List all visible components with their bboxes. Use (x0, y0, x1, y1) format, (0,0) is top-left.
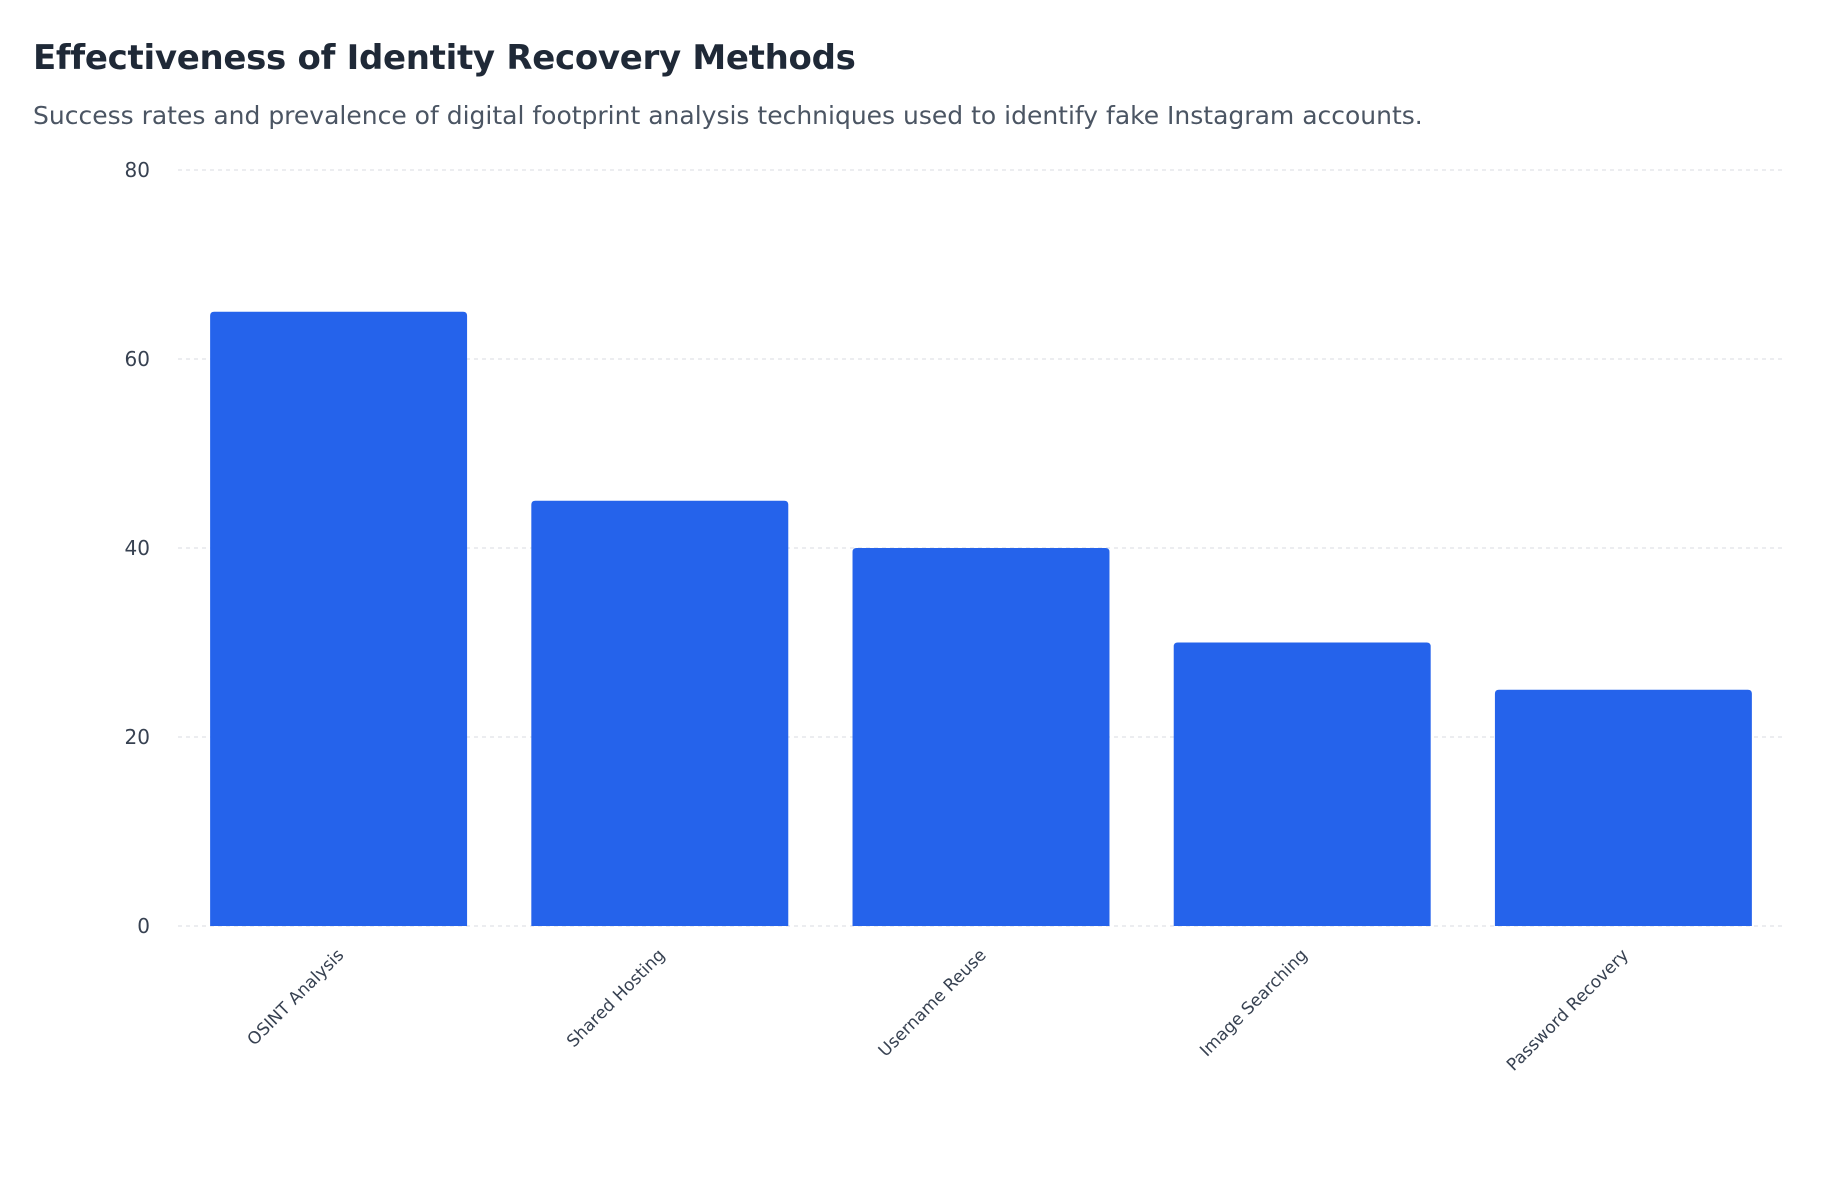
bar[interactable] (210, 311, 468, 926)
y-axis: 0 20 40 60 80 (125, 158, 150, 938)
y-tick-label: 20 (125, 725, 150, 749)
bar[interactable] (531, 500, 789, 926)
x-tick-label: Password Recovery (1503, 945, 1633, 1075)
x-tick-label: Image Searching (1196, 945, 1312, 1061)
x-axis: OSINT Analysis Shared Hosting Username Reu… (244, 945, 1633, 1075)
y-tick-label: 60 (125, 347, 150, 371)
bar[interactable] (1173, 642, 1431, 927)
chart-title: Effectiveness of Identity Recovery Metho… (33, 38, 856, 78)
y-tick-label: 80 (125, 158, 150, 182)
bar[interactable] (852, 548, 1110, 926)
x-tick-label: OSINT Analysis (244, 945, 349, 1050)
y-tick-label: 40 (125, 536, 150, 560)
x-tick-label: Shared Hosting (563, 945, 669, 1051)
y-tick-label: 0 (137, 914, 150, 938)
chart-subtitle: Success rates and prevalence of digital … (33, 101, 1423, 130)
bar[interactable] (1494, 689, 1752, 926)
x-tick-label: Username Reuse (875, 945, 991, 1061)
bars (210, 311, 1752, 927)
